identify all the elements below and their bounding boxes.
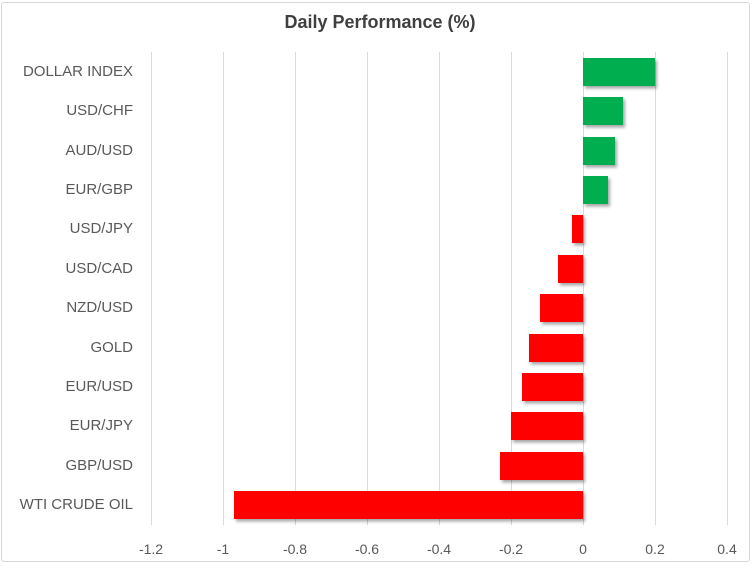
category-label-gbp-usd: GBP/USD: [65, 457, 133, 474]
bar-aud-usd: [583, 137, 615, 165]
x-tick-label--1.2: -1.2: [138, 541, 164, 557]
gridline-0.4: [727, 52, 728, 525]
category-label-eur-gbp: EUR/GBP: [65, 181, 133, 198]
category-label-dollar-index: DOLLAR INDEX: [22, 63, 133, 80]
x-tick-label-0: 0: [579, 541, 587, 557]
x-tick-label-0.2: 0.2: [645, 541, 665, 557]
category-label-usd-jpy: USD/JPY: [69, 220, 133, 237]
bar-usd-chf: [583, 97, 623, 125]
x-tick-label--0.4: -0.4: [426, 541, 452, 557]
x-tick-label--0.6: -0.6: [354, 541, 380, 557]
bar-nzd-usd: [540, 294, 583, 322]
y-axis-category-labels: DOLLAR INDEX USD/CHF AUD/USD EUR/GBP USD/JPY…: [0, 52, 133, 525]
plot-area: [151, 52, 728, 525]
bar-usd-cad: [558, 255, 583, 283]
gridline-0.2: [655, 52, 656, 525]
bar-gbp-usd: [500, 452, 583, 480]
category-label-eur-jpy: EUR/JPY: [69, 417, 133, 434]
x-tick-label-0.4: 0.4: [717, 541, 737, 557]
category-label-gold: GOLD: [90, 339, 133, 356]
gridline--0.6: [367, 52, 368, 525]
category-label-eur-usd: EUR/USD: [65, 378, 133, 395]
x-tick-label--0.8: -0.8: [282, 541, 308, 557]
bar-wti-crude-oil: [234, 491, 583, 519]
category-label-usd-chf: USD/CHF: [66, 102, 133, 119]
bar-eur-jpy: [511, 412, 583, 440]
bar-eur-gbp: [583, 176, 608, 204]
category-label-usd-cad: USD/CAD: [65, 260, 133, 277]
gridline--1.2: [151, 52, 152, 525]
bar-dollar-index: [583, 58, 655, 86]
bar-gold: [529, 334, 583, 362]
gridline-0: [583, 52, 584, 525]
x-axis-tick-labels: -1.2 -1 -0.8 -0.6 -0.4 -0.2 0 0.2 0.4: [0, 541, 753, 561]
gridline--0.2: [511, 52, 512, 525]
category-label-nzd-usd: NZD/USD: [66, 299, 133, 316]
bar-eur-usd: [522, 373, 583, 401]
bar-usd-jpy: [572, 215, 583, 243]
chart-title: Daily Performance (%): [284, 12, 476, 32]
gridline--0.8: [295, 52, 296, 525]
x-tick-label--1: -1: [216, 541, 230, 557]
category-label-aud-usd: AUD/USD: [65, 142, 133, 159]
gridline--0.4: [439, 52, 440, 525]
x-tick-label--0.2: -0.2: [498, 541, 524, 557]
category-label-wti-crude-oil: WTI CRUDE OIL: [19, 496, 133, 513]
gridline--1: [223, 52, 224, 525]
